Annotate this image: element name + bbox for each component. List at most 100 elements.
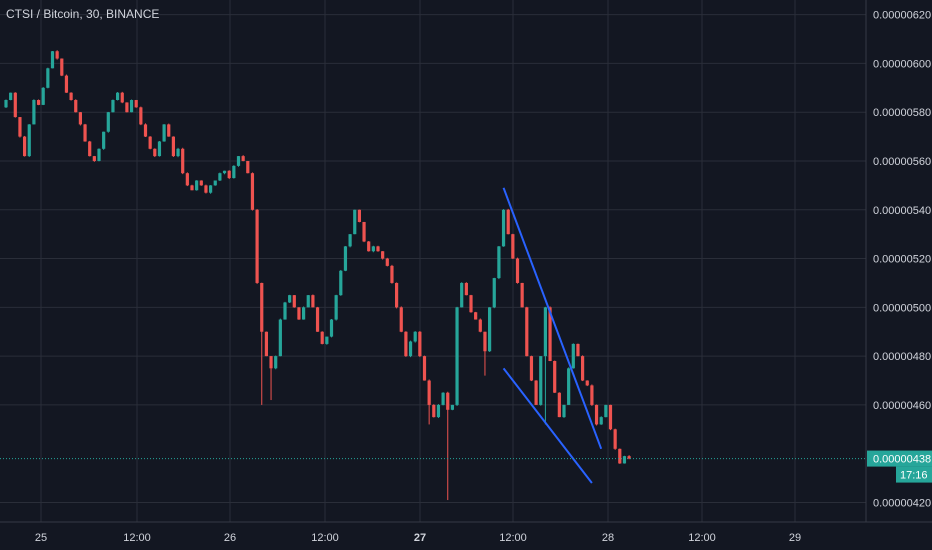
candle-body	[222, 170, 227, 174]
candle-body	[120, 92, 124, 103]
candle-body	[181, 148, 185, 174]
candle-body	[469, 295, 473, 313]
candle-body	[520, 282, 524, 308]
candle-body	[395, 282, 399, 308]
candle-body	[97, 148, 101, 161]
candle-body	[106, 112, 110, 132]
price-tick-label: 0.00000560	[873, 156, 931, 168]
candle-body	[334, 295, 338, 320]
candle-body	[515, 258, 520, 283]
candle-body	[4, 100, 8, 108]
time-tick-label: 12:00	[499, 532, 527, 544]
candle-body	[399, 307, 403, 332]
candle-body	[367, 241, 371, 252]
candle-body	[339, 270, 343, 296]
candle-body	[41, 87, 45, 105]
candle-body	[32, 100, 36, 125]
candle-body	[460, 282, 464, 308]
chart-grid	[0, 0, 866, 522]
candle-body	[548, 307, 552, 362]
candle-body	[88, 141, 92, 157]
candle-body	[413, 331, 417, 342]
candle-body	[157, 141, 162, 157]
candle-body	[450, 404, 454, 410]
time-tick-label: 28	[602, 532, 614, 544]
candle-body	[455, 307, 459, 405]
candle-body	[371, 246, 375, 252]
candle-body	[195, 180, 199, 191]
candle-body	[506, 209, 510, 235]
candle-body	[585, 380, 589, 386]
candle-body	[557, 392, 561, 418]
candle-body	[232, 165, 236, 179]
candle-body	[167, 124, 171, 137]
price-tick-label: 0.00000540	[873, 205, 931, 217]
time-axis[interactable]: 25 12:00 26 12:00 27 12:00 28 12:00 29	[0, 521, 932, 544]
candle-body	[539, 356, 543, 405]
candle-body	[171, 136, 175, 157]
price-tick-label: 0.00000620	[873, 10, 931, 22]
symbol-title: CTSI / Bitcoin, 30, BINANCE	[6, 7, 159, 21]
candle-body	[492, 278, 496, 308]
trendline-layer[interactable]	[502, 187, 603, 484]
candle-body	[329, 319, 334, 337]
candle-body	[315, 307, 320, 332]
candle-body	[23, 136, 27, 157]
time-tick-label: 27	[414, 532, 426, 544]
candle-body	[283, 302, 287, 320]
candle-body	[446, 392, 450, 410]
candle-body	[60, 58, 64, 76]
candle-body	[464, 282, 468, 296]
candle-body	[511, 234, 515, 259]
candle-body	[436, 404, 441, 418]
candle-body	[55, 51, 59, 59]
candle-body	[18, 117, 22, 137]
candle-body	[534, 380, 538, 405]
candle-body	[381, 251, 385, 259]
candle-body	[441, 392, 445, 405]
candle-body	[176, 148, 180, 157]
candle-body	[627, 456, 631, 459]
candle-body	[199, 180, 203, 186]
candle-body	[501, 209, 506, 247]
price-axis[interactable]: 0.00000620 0.00000600 0.00000580 0.00000560…	[865, 0, 931, 522]
candle-body	[483, 331, 487, 352]
candle-body	[390, 265, 394, 283]
candle-body	[185, 173, 189, 186]
current-price-value: 0.00000438	[873, 454, 931, 466]
candle-body	[278, 319, 282, 357]
candle-body	[50, 51, 55, 69]
candle-body	[311, 295, 315, 308]
trendline-upper[interactable]	[502, 187, 603, 450]
price-tick-label: 0.00000480	[873, 351, 931, 363]
candle-body	[288, 295, 292, 303]
candle-body	[529, 356, 534, 381]
candle-body	[497, 246, 501, 279]
candle-body	[129, 100, 134, 113]
candle-body	[302, 307, 306, 320]
candle-body	[83, 124, 87, 142]
candle-body	[553, 361, 557, 393]
candle-body	[143, 124, 148, 137]
candle-body	[27, 124, 31, 157]
candle-body	[125, 102, 129, 113]
candlestick-series	[4, 50, 631, 501]
trendline-lower[interactable]	[502, 367, 593, 484]
candle-body	[478, 319, 482, 332]
candle-body	[320, 331, 324, 344]
candle-body	[348, 234, 352, 247]
candle-body	[139, 107, 143, 125]
candle-body	[581, 356, 585, 381]
candle-body	[227, 170, 231, 179]
candle-body	[576, 343, 580, 357]
candle-body	[102, 131, 106, 149]
candle-body	[408, 341, 413, 357]
candle-body	[353, 209, 357, 235]
candle-body	[69, 92, 73, 101]
time-tick-label: 12:00	[688, 532, 716, 544]
candle-body	[613, 429, 617, 449]
candle-body	[357, 209, 361, 222]
candle-body	[376, 246, 380, 252]
